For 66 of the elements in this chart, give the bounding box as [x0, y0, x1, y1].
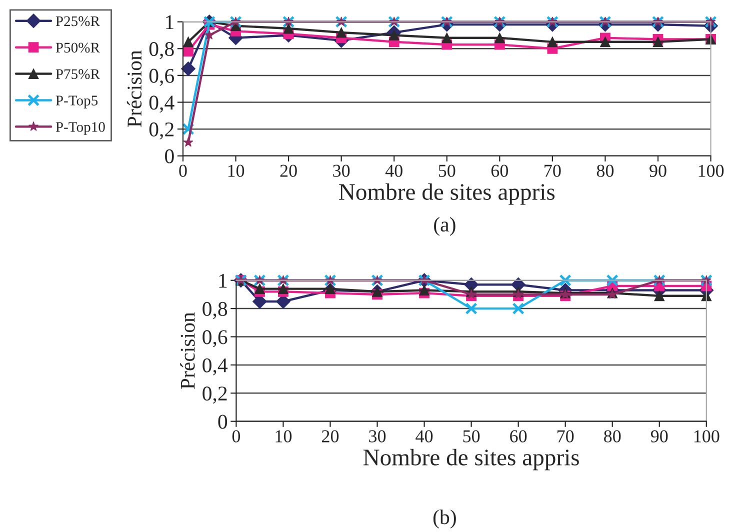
point [600, 36, 610, 48]
x-tick-label: 10 [228, 164, 244, 177]
y-tick-label: 0,6 [149, 68, 174, 86]
point [283, 23, 294, 34]
x-tick-label: 0 [179, 164, 187, 177]
y-tick-label: 1 [219, 274, 227, 288]
x-tick-label: 30 [333, 164, 350, 177]
y-tick-label: 0 [165, 149, 174, 164]
point [654, 290, 665, 302]
x-tick-label: 100 [698, 164, 724, 177]
point [606, 274, 618, 286]
legend-label: P-Top5 [56, 96, 98, 108]
x-tick-label: 40 [416, 430, 433, 442]
point [652, 36, 664, 48]
x-tick-label: 40 [385, 164, 402, 177]
y-axis-title: Précision [126, 50, 142, 128]
y-tick-label: 0,6 [202, 330, 228, 348]
x-tick-label: 30 [369, 430, 386, 442]
point [325, 284, 336, 294]
point [547, 36, 558, 48]
x-tick-label: 60 [510, 430, 527, 442]
x-tick-label: 50 [438, 164, 456, 177]
legend-label: P25%R [56, 16, 100, 26]
y-tick-label: 0,4 [202, 358, 228, 376]
legend-label: P50%R [56, 42, 100, 53]
legend-label: P-Top10 [56, 122, 105, 135]
x-tick-label: 20 [280, 164, 297, 177]
x-tick-label: 90 [650, 430, 668, 442]
x-tick-label: 0 [232, 430, 240, 442]
x-tick-label: 90 [650, 164, 666, 177]
x-axis-title: Nombre de sites appris [363, 448, 579, 470]
x-tick-label: 10 [276, 430, 292, 442]
x-tick-label: 80 [604, 430, 621, 442]
point [181, 62, 196, 76]
y-tick-label: 0,8 [149, 42, 174, 60]
point [494, 32, 505, 44]
y-tick-label: 0,8 [202, 302, 228, 319]
point [442, 32, 452, 44]
x-tick-label: 50 [463, 430, 480, 442]
point [559, 274, 572, 286]
x-tick-label: 70 [558, 430, 574, 442]
point [183, 36, 194, 48]
y-tick-label: 0,2 [149, 122, 174, 140]
y-tick-label: 0,4 [149, 96, 174, 113]
text: (a) [434, 216, 456, 236]
point [278, 284, 288, 294]
x-tick-label: 20 [322, 430, 339, 442]
y-axis-title: Précision [180, 312, 195, 390]
point [254, 284, 265, 294]
y-tick-label: 0,2 [202, 386, 227, 404]
y-tick-label: 0 [218, 414, 228, 429]
text: (b) [433, 510, 456, 528]
legend-label: P75%R [56, 69, 100, 80]
y-tick-label: 1 [166, 15, 174, 30]
point [336, 27, 347, 38]
point [419, 285, 430, 296]
x-tick-label: 70 [544, 164, 561, 177]
x-tick-label: 100 [694, 430, 720, 442]
x-axis-title: Nombre de sites appris [339, 183, 555, 205]
point [183, 137, 194, 147]
point [512, 302, 524, 315]
x-tick-label: 60 [491, 164, 508, 177]
point [204, 30, 214, 40]
x-tick-label: 80 [596, 164, 614, 177]
point [513, 289, 524, 299]
point [465, 302, 478, 315]
